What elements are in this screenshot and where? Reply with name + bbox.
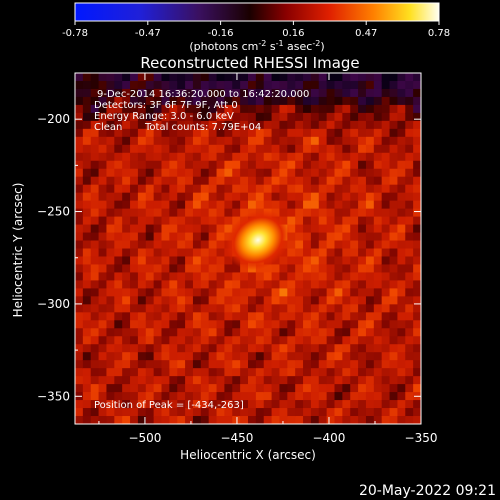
colorbar-tick-label: 0.16	[282, 28, 304, 39]
colorbar-unit-exp: -2	[258, 39, 266, 48]
x-tick-label: −450	[220, 431, 253, 445]
info-detectors: Detectors: 3F 6F 7F 9F, Att 0	[94, 100, 238, 111]
colorbar-unit-part: asec	[284, 40, 313, 53]
colorbar-tick-label: -0.47	[135, 28, 161, 39]
x-tick-label: −350	[405, 431, 438, 445]
y-axis-label: Heliocentric Y (arcsec)	[11, 183, 25, 318]
colorbar-unit-part: (photons cm	[189, 40, 258, 53]
info-total-counts: Total counts: 7.79E+04	[144, 122, 261, 133]
info-block: 9-Dec-2014 16:36:20.000 to 16:42:20.000 …	[94, 89, 309, 133]
peak-source	[225, 209, 291, 271]
colorbar-tick-label: 0.47	[355, 28, 377, 39]
colorbar	[74, 2, 440, 22]
x-tick-label: −400	[312, 431, 345, 445]
colorbar-tick-label: -0.78	[62, 28, 88, 39]
peak-position-label: Position of Peak = [-434,-263]	[94, 400, 244, 411]
y-tick-label: −200	[37, 112, 70, 126]
y-tick-label: −350	[37, 389, 70, 403]
colorbar-unit-part: )	[320, 40, 324, 53]
info-time-range: 9-Dec-2014 16:36:20.000 to 16:42:20.000	[97, 89, 309, 100]
x-axis-label: Heliocentric X (arcsec)	[180, 448, 316, 462]
info-energy-range: Energy Range: 3.0 - 6.0 keV	[94, 111, 234, 122]
colorbar-tick-label: -0.16	[208, 28, 234, 39]
colorbar-unit-exp: -2	[312, 39, 320, 48]
colorbar-unit-part: s	[266, 40, 275, 53]
plot-frame	[74, 72, 422, 425]
x-tick-label: −500	[128, 431, 161, 445]
colorbar-unit-label: (photons cm-2 s-1 asec-2)	[189, 39, 324, 53]
chart-title: Reconstructed RHESSI Image	[140, 54, 359, 72]
info-method: Clean	[94, 122, 122, 133]
y-tick-label: −300	[37, 297, 70, 311]
colorbar-ticks: -0.78 -0.47 -0.16 0.16 0.47 0.78	[62, 21, 450, 39]
colorbar-unit-exp: -1	[276, 39, 284, 48]
axis-ticks: −500 −450 −400 −350 −200 −250 −300 −350	[37, 72, 438, 445]
y-tick-label: −250	[37, 205, 70, 219]
heatmap-image	[75, 73, 421, 424]
colorbar-tick-label: 0.78	[428, 28, 450, 39]
footer-date: 20-May-2022 09:21	[359, 483, 496, 499]
